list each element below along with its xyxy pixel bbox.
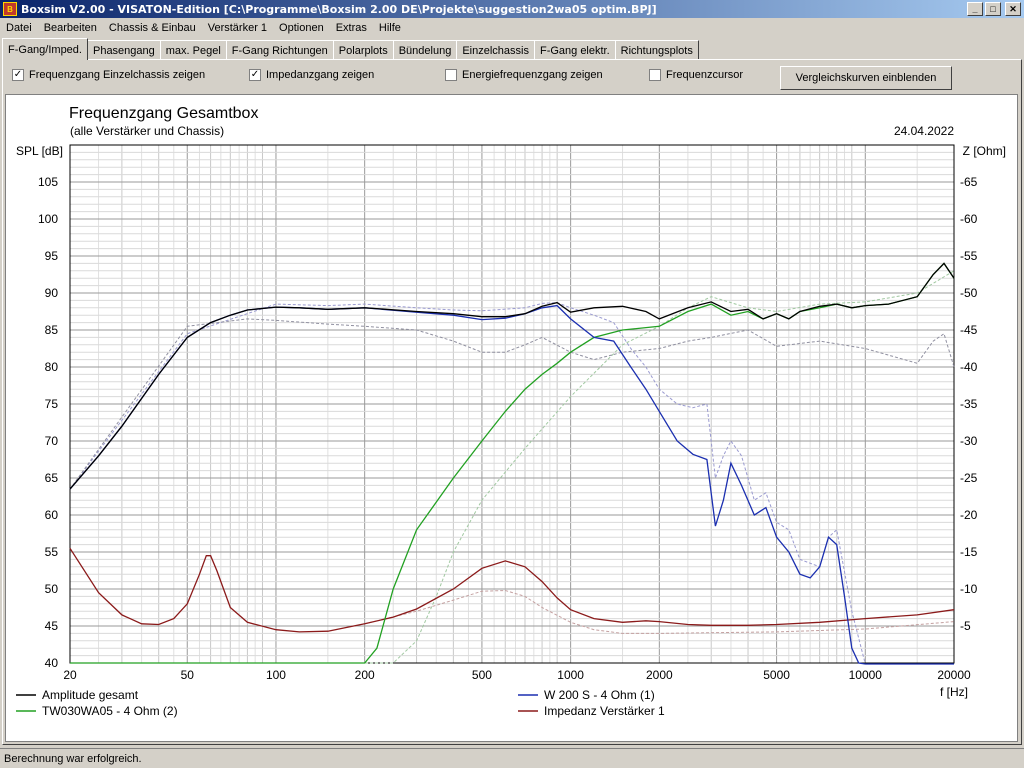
title-bar: B Boxsim V2.00 - VISATON-Edition [C:\Pro…	[0, 0, 1024, 18]
menu-chassis-einbau[interactable]: Chassis & Einbau	[108, 21, 196, 34]
x-axis-label: f [Hz]	[940, 685, 968, 699]
y-tick-label-left: 50	[45, 582, 59, 596]
option-energy-label: Energiefrequenzgang zeigen	[462, 69, 603, 81]
menu-datei[interactable]: Datei	[6, 21, 32, 34]
y-tick-label-left: 40	[45, 656, 59, 670]
tab-polarplots[interactable]: Polarplots	[332, 40, 394, 60]
legend-entry: Impedanz Verstärker 1	[544, 704, 665, 718]
series-line-1	[69, 262, 955, 490]
y-tick-label-left: 45	[45, 619, 59, 633]
y-tick-label-right: -10	[960, 582, 978, 596]
comparison-curve-2	[70, 270, 955, 664]
option-driver-freq-label: Frequenzgang Einzelchassis zeigen	[29, 69, 206, 81]
legend-entry: W 200 S - 4 Ohm (1)	[544, 688, 655, 702]
y-tick-label-right: -25	[960, 471, 978, 485]
y-axis-label-left: SPL [dB]	[16, 144, 63, 158]
status-text: Berechnung war erfolgreich.	[4, 752, 142, 765]
x-tick-label: 1000	[557, 668, 584, 682]
y-tick-label-right: -30	[960, 434, 978, 448]
tab-phasengang[interactable]: Phasengang	[86, 40, 161, 60]
legend-entry: TW030WA05 - 4 Ohm (2)	[42, 704, 178, 718]
y-tick-label-right: -60	[960, 212, 978, 226]
y-tick-label-left: 80	[45, 360, 59, 374]
x-tick-label: 50	[181, 668, 195, 682]
y-tick-label-right: -5	[960, 619, 971, 633]
window-title: Boxsim V2.00 - VISATON-Edition [C:\Progr…	[21, 2, 657, 16]
close-button[interactable]: ✕	[1005, 2, 1021, 16]
legend-entry: Amplitude gesamt	[42, 688, 139, 702]
y-tick-label-left: 100	[38, 212, 58, 226]
x-tick-label: 5000	[763, 668, 790, 682]
comparison-curve-4	[364, 589, 955, 634]
menu-optionen[interactable]: Optionen	[279, 21, 324, 34]
checkbox-energy[interactable]	[445, 69, 457, 81]
maximize-button[interactable]: □	[985, 2, 1001, 16]
plot-frame	[69, 144, 955, 664]
menu-hilfe[interactable]: Hilfe	[378, 21, 401, 34]
tab-max-pegel[interactable]: max. Pegel	[159, 40, 227, 60]
y-tick-label-right: -15	[960, 545, 978, 559]
option-impedance-label: Impedanzgang zeigen	[266, 69, 375, 81]
y-tick-label-left: 60	[45, 508, 59, 522]
y-tick-label-left: 75	[45, 397, 59, 411]
x-tick-label: 500	[472, 668, 492, 682]
x-tick-label: 20000	[937, 668, 971, 682]
menu-bar: Datei Bearbeiten Chassis & Einbau Verstä…	[0, 18, 1024, 37]
chart-date: 24.04.2022	[894, 124, 954, 138]
compare-curves-button[interactable]: Vergleichskurven einblenden	[780, 66, 952, 90]
x-tick-label: 10000	[849, 668, 883, 682]
option-freq-cursor[interactable]: Frequenzcursor	[649, 69, 743, 81]
y-tick-label-right: -50	[960, 286, 978, 300]
chart-subtitle: (alle Verstärker und Chassis)	[70, 124, 224, 138]
x-tick-label: 2000	[646, 668, 673, 682]
tab-panel	[2, 59, 1022, 745]
y-axis-label-right: Z [Ohm]	[963, 144, 1006, 158]
option-freq-cursor-label: Frequenzcursor	[666, 69, 744, 81]
tab-fgang-imped[interactable]: F-Gang/Imped.	[2, 38, 88, 60]
tab-bar: F-Gang/Imped. Phasengang max. Pegel F-Ga…	[2, 38, 699, 60]
x-tick-label: 100	[266, 668, 286, 682]
y-tick-label-left: 95	[45, 249, 59, 263]
app-icon: B	[3, 2, 17, 16]
frequency-response-chart: Frequenzgang Gesamtbox (alle Verstärker u…	[16, 105, 1006, 718]
y-tick-label-left: 70	[45, 434, 59, 448]
tab-richtungsplots[interactable]: Richtungsplots	[614, 40, 699, 60]
chart-title: Frequenzgang Gesamtbox	[69, 105, 258, 122]
y-tick-label-left: 55	[45, 545, 59, 559]
tab-buendelung[interactable]: Bündelung	[392, 40, 458, 60]
checkbox-impedance[interactable]: ✓	[249, 69, 261, 81]
tab-fgang-elektr[interactable]: F-Gang elektr.	[533, 40, 616, 60]
y-tick-label-right: -65	[960, 175, 978, 189]
series-line-4	[69, 547, 955, 633]
chart-area: Frequenzgang Gesamtbox (alle Verstärker u…	[5, 94, 1018, 742]
minimize-button[interactable]: _	[967, 2, 983, 16]
y-tick-label-left: 90	[45, 286, 59, 300]
menu-extras[interactable]: Extras	[335, 21, 367, 34]
options-row: ✓ Frequenzgang Einzelchassis zeigen ✓ Im…	[12, 66, 1012, 90]
x-tick-label: 20	[63, 668, 77, 682]
y-tick-label-left: 85	[45, 323, 59, 337]
menu-verstaerker[interactable]: Verstärker 1	[207, 21, 268, 34]
y-tick-label-right: -20	[960, 508, 978, 522]
comparison-curve-1	[69, 302, 954, 665]
menu-bearbeiten[interactable]: Bearbeiten	[43, 21, 97, 34]
y-tick-label-left: 65	[45, 471, 59, 485]
y-tick-label-left: 105	[38, 175, 58, 189]
option-energy[interactable]: Energiefrequenzgang zeigen	[445, 69, 603, 81]
checkbox-freq-cursor[interactable]	[649, 69, 661, 81]
status-bar: Berechnung war erfolgreich.	[0, 748, 1024, 768]
y-tick-label-right: -55	[960, 249, 978, 263]
tab-fgang-richtungen[interactable]: F-Gang Richtungen	[225, 40, 334, 60]
comparison-curve-3	[69, 318, 955, 490]
option-impedance[interactable]: ✓ Impedanzgang zeigen	[249, 69, 374, 81]
option-driver-freq[interactable]: ✓ Frequenzgang Einzelchassis zeigen	[12, 69, 205, 81]
y-tick-label-right: -45	[960, 323, 978, 337]
y-tick-label-right: -35	[960, 397, 978, 411]
checkbox-driver-freq[interactable]: ✓	[12, 69, 24, 81]
y-tick-label-right: -40	[960, 360, 978, 374]
x-tick-label: 200	[355, 668, 375, 682]
tab-einzelchassis[interactable]: Einzelchassis	[456, 40, 535, 60]
